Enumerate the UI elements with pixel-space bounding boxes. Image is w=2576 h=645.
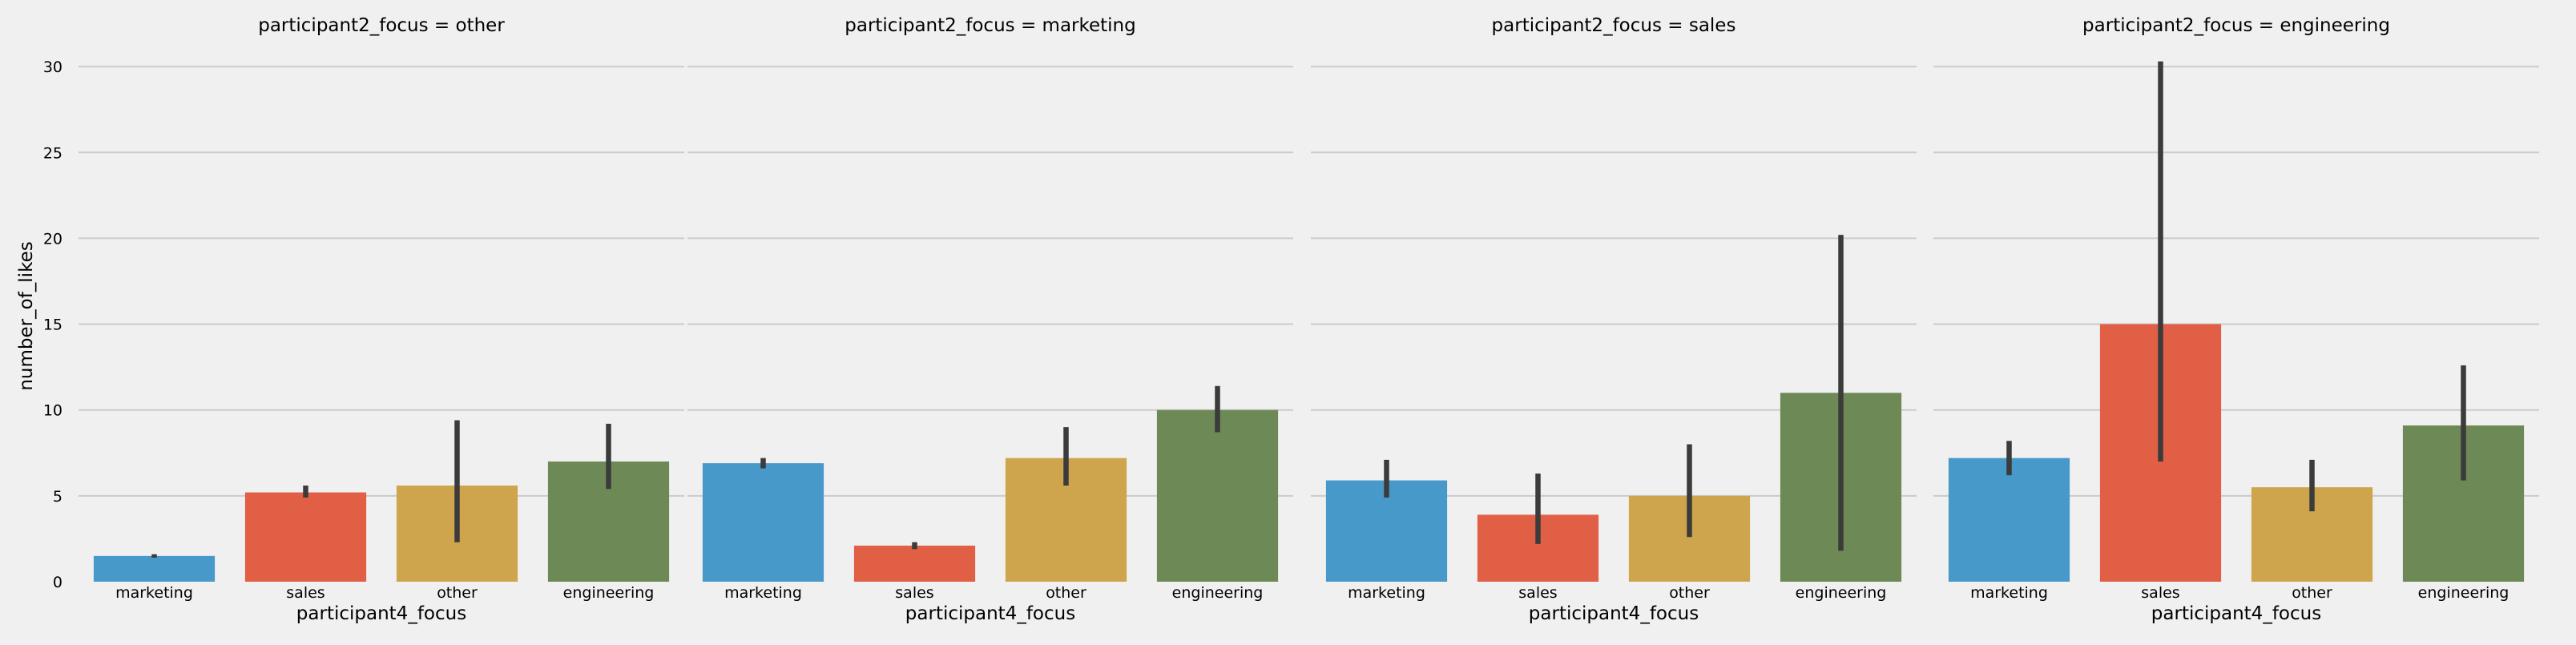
facet-title: participant2_focus = other (258, 15, 505, 36)
x-tick-label: engineering (1172, 584, 1264, 602)
bar (93, 555, 216, 582)
bar (853, 545, 976, 582)
x-axis-label: participant4_focus (2151, 603, 2321, 624)
x-tick-label: sales (286, 584, 325, 602)
x-tick-label: marketing (1348, 584, 1425, 602)
x-tick-label: sales (895, 584, 933, 602)
bar (1948, 458, 2070, 582)
x-tick-label: marketing (1970, 584, 2048, 602)
x-axis-label: participant4_focus (905, 603, 1075, 624)
x-axis-label: participant4_focus (296, 603, 466, 624)
x-tick-label: marketing (115, 584, 193, 602)
x-tick-label: engineering (1796, 584, 1887, 602)
bar (244, 492, 367, 582)
x-tick-label: other (2292, 584, 2332, 602)
facet-title: participant2_focus = marketing (845, 15, 1135, 36)
labels-layer: 0 5 10 15 20 25 30 number_of_likes participant2_… (16, 15, 2509, 624)
y-tick-label: 15 (43, 316, 62, 334)
y-tick-label: 5 (53, 488, 62, 506)
x-tick-label: sales (1518, 584, 1557, 602)
bar (1156, 409, 1279, 582)
y-tick-label: 10 (43, 402, 62, 420)
x-axis-label: participant4_focus (1529, 603, 1699, 624)
facet-title: participant2_focus = sales (1492, 15, 1736, 36)
x-tick-label: engineering (563, 584, 655, 602)
facet-title: participant2_focus = engineering (2082, 15, 2390, 36)
y-tick-label: 0 (53, 574, 62, 591)
error-bars-layer (151, 61, 2466, 558)
x-tick-label: engineering (2418, 584, 2509, 602)
x-tick-label: other (1046, 584, 1086, 602)
y-axis-label: number_of_likes (16, 241, 37, 390)
x-tick-label: other (437, 584, 478, 602)
x-tick-label: sales (2141, 584, 2179, 602)
x-tick-label: marketing (724, 584, 802, 602)
y-tick-label: 20 (43, 230, 62, 248)
x-tick-label: other (1669, 584, 1710, 602)
y-tick-label: 25 (43, 144, 62, 162)
bar (702, 463, 824, 582)
y-tick-label: 30 (43, 58, 62, 76)
